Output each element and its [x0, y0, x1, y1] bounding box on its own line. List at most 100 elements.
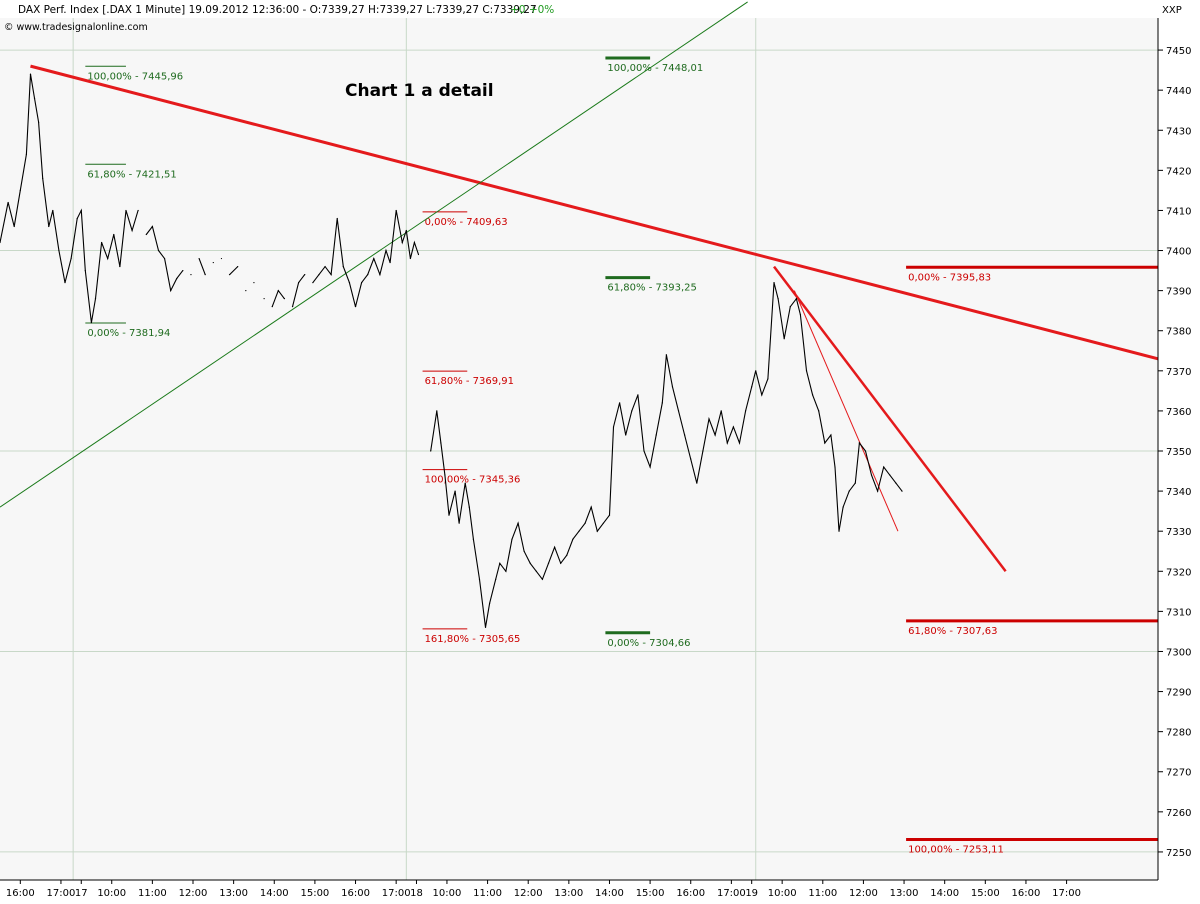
price-point — [448, 514, 450, 516]
price-point — [858, 442, 860, 444]
price-point — [367, 273, 369, 276]
grid-layer — [0, 18, 1158, 880]
y-tick-label: 7270 — [1166, 768, 1191, 779]
price-point — [495, 578, 497, 580]
x-tick-label: 11:00 — [808, 888, 837, 899]
price-point — [354, 306, 357, 308]
price-point — [228, 273, 231, 276]
price-point — [842, 506, 844, 508]
x-tick-label: 13:00 — [890, 888, 919, 899]
price-point — [458, 522, 460, 524]
x-tick-label: 16:00 — [341, 888, 370, 899]
price-point — [554, 546, 556, 548]
price-point — [751, 386, 753, 388]
y-tick-label: 7280 — [1166, 728, 1191, 739]
price-point — [253, 282, 255, 284]
fib-level-label: 61,80% - 7369,91 — [425, 376, 514, 387]
instrument-info: DAX Perf. Index [.DAX 1 Minute] 19.09.20… — [18, 4, 537, 16]
price-point — [220, 257, 223, 260]
price-point — [696, 482, 698, 484]
price-point — [838, 530, 840, 532]
fib-level-label: 100,00% - 7253,11 — [908, 844, 1004, 855]
price-point — [489, 602, 491, 604]
price-point — [385, 249, 387, 252]
price-point — [277, 290, 279, 292]
trendline-layer — [0, 1, 1159, 573]
price-point — [263, 298, 265, 300]
x-tick-label: 16:00 — [1012, 888, 1041, 899]
price-point — [80, 209, 82, 212]
price-point — [812, 394, 814, 396]
price-point — [100, 241, 103, 244]
price-point — [848, 490, 850, 492]
y-tick-label: 7410 — [1166, 206, 1191, 217]
price-point — [637, 394, 639, 396]
price-point — [889, 474, 891, 476]
price-point — [33, 97, 36, 99]
y-tick-label: 7330 — [1166, 527, 1191, 538]
x-tick-label: 10:00 — [433, 888, 462, 899]
price-point — [318, 273, 320, 276]
price-point — [590, 506, 592, 508]
price-point — [405, 229, 407, 232]
price-point — [578, 530, 580, 532]
price-point — [726, 442, 728, 444]
x-tick-label: 13:00 — [219, 888, 248, 899]
change-value: +0 +0% — [510, 4, 554, 16]
price-point — [529, 562, 531, 564]
price-point — [170, 290, 172, 292]
price-point — [655, 434, 657, 436]
y-tick-label: 7340 — [1166, 487, 1191, 498]
price-point — [70, 257, 72, 260]
price-point — [454, 490, 456, 492]
price-point — [535, 570, 537, 572]
x-tick-label: 12:00 — [514, 888, 543, 899]
x-tick-label: 15:00 — [636, 888, 665, 899]
y-tick-label: 7310 — [1166, 607, 1191, 618]
fib-level-label: 0,00% - 7304,66 — [607, 638, 690, 649]
fib-level-label: 100,00% - 7445,96 — [87, 71, 183, 82]
price-point — [702, 450, 704, 452]
price-point — [584, 522, 586, 524]
y-tick-label: 7400 — [1166, 247, 1191, 258]
price-point — [464, 482, 466, 484]
x-tick-label: 14:00 — [260, 888, 289, 899]
price-point — [336, 217, 338, 220]
x-tick-label: 14:00 — [930, 888, 959, 899]
price-point — [90, 322, 93, 324]
price-point — [119, 265, 121, 268]
fib-level-label: 0,00% - 7409,63 — [425, 217, 508, 228]
price-point — [720, 410, 722, 412]
price-point — [361, 282, 363, 284]
price-point — [76, 217, 78, 220]
price-point — [25, 153, 28, 155]
price-point — [163, 257, 166, 260]
source-credit: © www.tradesignalonline.com — [4, 22, 148, 33]
price-point — [824, 442, 826, 444]
price-point — [631, 410, 633, 412]
price-point — [541, 578, 544, 580]
price-point — [291, 306, 294, 308]
annotation-title: Chart 1 a detail — [345, 81, 494, 101]
axis-layer: 7250 7260 7270 7280 7290 7300 7310 7320 7330 7340… — [0, 18, 1191, 899]
price-point — [107, 257, 109, 260]
price-point — [714, 434, 716, 436]
x-tick-label: 13:00 — [554, 888, 583, 899]
x-tick-label: 10:00 — [97, 888, 126, 899]
price-point — [478, 578, 481, 580]
price-point — [472, 538, 474, 540]
x-tick-label: 15:00 — [300, 888, 329, 899]
price-point — [7, 201, 9, 204]
price-point — [738, 442, 741, 444]
price-point — [661, 402, 663, 404]
price-point — [830, 434, 832, 436]
price-point — [157, 249, 160, 252]
price-point — [212, 261, 214, 264]
price-point — [901, 490, 903, 492]
trendline — [30, 64, 1159, 361]
fib-level-label: 0,00% - 7381,94 — [87, 328, 170, 339]
price-point — [145, 233, 147, 236]
price-point — [870, 474, 873, 476]
price-point — [799, 314, 802, 316]
